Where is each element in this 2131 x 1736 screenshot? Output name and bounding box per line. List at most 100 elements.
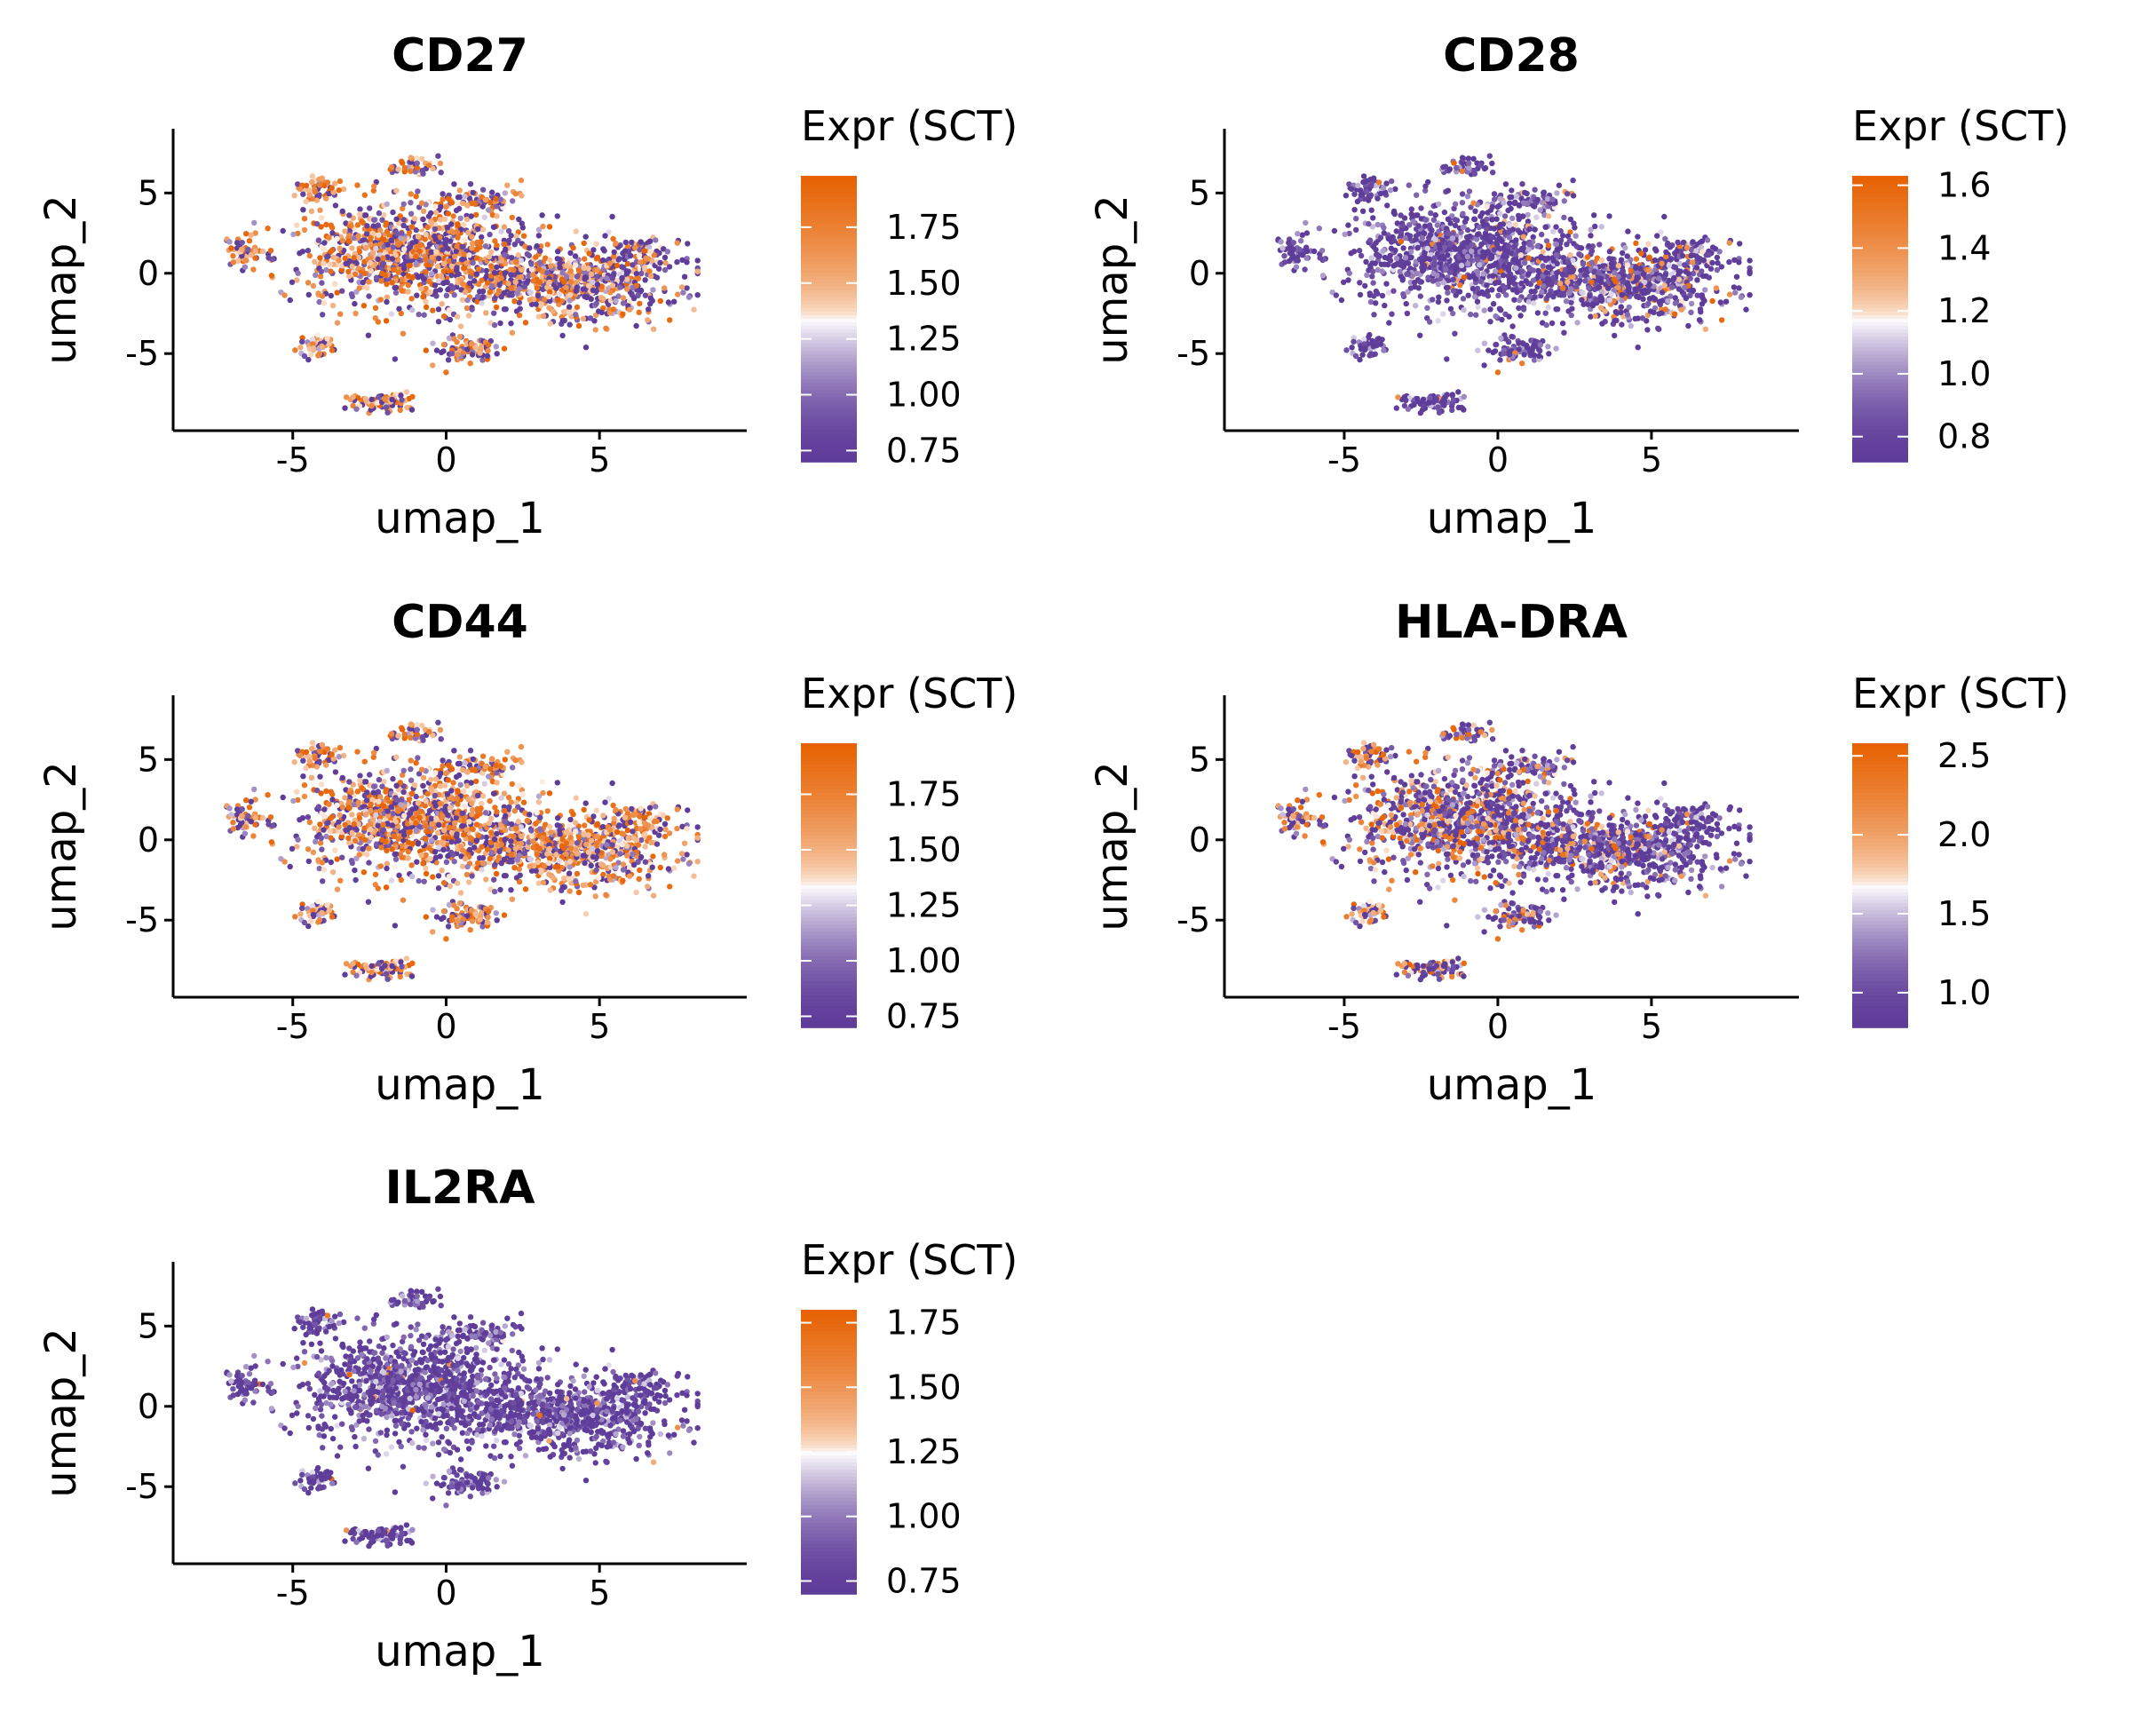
data-point — [239, 247, 244, 252]
data-point — [1477, 262, 1482, 267]
data-point — [1361, 173, 1367, 178]
data-point — [1382, 230, 1387, 235]
data-point — [1364, 273, 1369, 278]
data-point — [547, 224, 552, 229]
data-point — [610, 282, 615, 288]
data-point — [265, 226, 270, 231]
data-point — [300, 192, 305, 197]
data-point — [1558, 292, 1564, 297]
data-point — [1498, 336, 1503, 341]
colorbar-tick-label: 1.00 — [886, 376, 962, 415]
data-point — [1546, 305, 1551, 310]
data-point — [1437, 410, 1442, 416]
data-point — [326, 341, 331, 346]
data-point — [1546, 351, 1551, 356]
data-point — [1409, 206, 1414, 211]
data-point — [1447, 242, 1453, 247]
data-point — [477, 289, 482, 294]
data-point — [1371, 293, 1376, 298]
data-point — [512, 191, 518, 196]
data-point — [400, 331, 406, 337]
data-point — [488, 263, 494, 268]
x-tick-label: 5 — [1641, 440, 1662, 480]
data-point — [567, 250, 573, 256]
data-point — [527, 245, 532, 250]
data-point — [452, 292, 457, 297]
data-point — [518, 306, 523, 312]
data-point — [1296, 247, 1302, 252]
data-point — [504, 749, 510, 755]
y-tick-label: 0 — [1189, 254, 1210, 293]
data-point — [653, 237, 658, 242]
data-point — [516, 217, 521, 222]
data-point — [1452, 331, 1457, 337]
data-point — [342, 405, 347, 410]
data-point — [1619, 297, 1624, 303]
data-point — [582, 294, 587, 299]
data-point — [589, 297, 594, 302]
data-point — [446, 196, 451, 202]
data-point — [1529, 289, 1534, 294]
data-point — [463, 289, 468, 295]
data-point — [637, 310, 642, 315]
data-point — [393, 285, 399, 290]
data-point — [1482, 341, 1487, 346]
data-point — [1544, 322, 1549, 328]
data-point — [494, 871, 499, 876]
data-point — [410, 274, 416, 280]
data-point — [371, 184, 376, 189]
data-point — [430, 307, 435, 313]
data-point — [1370, 269, 1375, 274]
data-point — [424, 225, 430, 230]
data-point — [1612, 318, 1617, 323]
data-point — [528, 290, 534, 296]
data-point — [329, 347, 335, 353]
data-point — [1533, 215, 1539, 220]
data-point — [1560, 321, 1565, 326]
data-point — [650, 287, 655, 292]
data-point — [641, 248, 646, 253]
data-point — [1527, 242, 1533, 247]
data-point — [695, 258, 701, 263]
data-point — [1513, 251, 1518, 257]
data-point — [1453, 202, 1458, 207]
data-point — [1544, 270, 1549, 275]
data-point — [438, 161, 443, 166]
data-point — [1681, 240, 1686, 245]
data-point — [1422, 184, 1428, 189]
data-point — [517, 313, 522, 318]
data-point — [447, 336, 452, 341]
data-point — [1497, 210, 1502, 216]
data-point — [1625, 312, 1630, 317]
data-point — [1351, 192, 1357, 197]
data-point — [1386, 289, 1391, 295]
data-point — [440, 301, 445, 306]
data-point — [367, 205, 372, 210]
data-point — [1546, 242, 1551, 248]
data-point — [573, 253, 578, 258]
data-point — [399, 288, 404, 293]
data-point — [1723, 299, 1729, 305]
data-point — [1482, 307, 1487, 313]
data-point — [446, 210, 451, 216]
data-point — [508, 321, 513, 326]
data-point — [320, 176, 325, 181]
data-point — [269, 273, 274, 278]
x-axis-label: umap_1 — [1427, 494, 1597, 543]
data-point — [1442, 244, 1447, 250]
data-point — [495, 351, 500, 356]
data-point — [1543, 311, 1549, 316]
data-point — [471, 260, 476, 266]
data-point — [455, 229, 460, 234]
data-point — [521, 234, 527, 239]
data-point — [1391, 238, 1397, 243]
data-point — [1514, 194, 1519, 199]
data-point — [337, 246, 342, 251]
data-point — [443, 369, 448, 375]
data-point — [1465, 194, 1470, 199]
data-point — [1574, 320, 1580, 325]
data-point — [312, 259, 317, 265]
data-point — [685, 241, 690, 246]
data-point — [452, 254, 457, 259]
